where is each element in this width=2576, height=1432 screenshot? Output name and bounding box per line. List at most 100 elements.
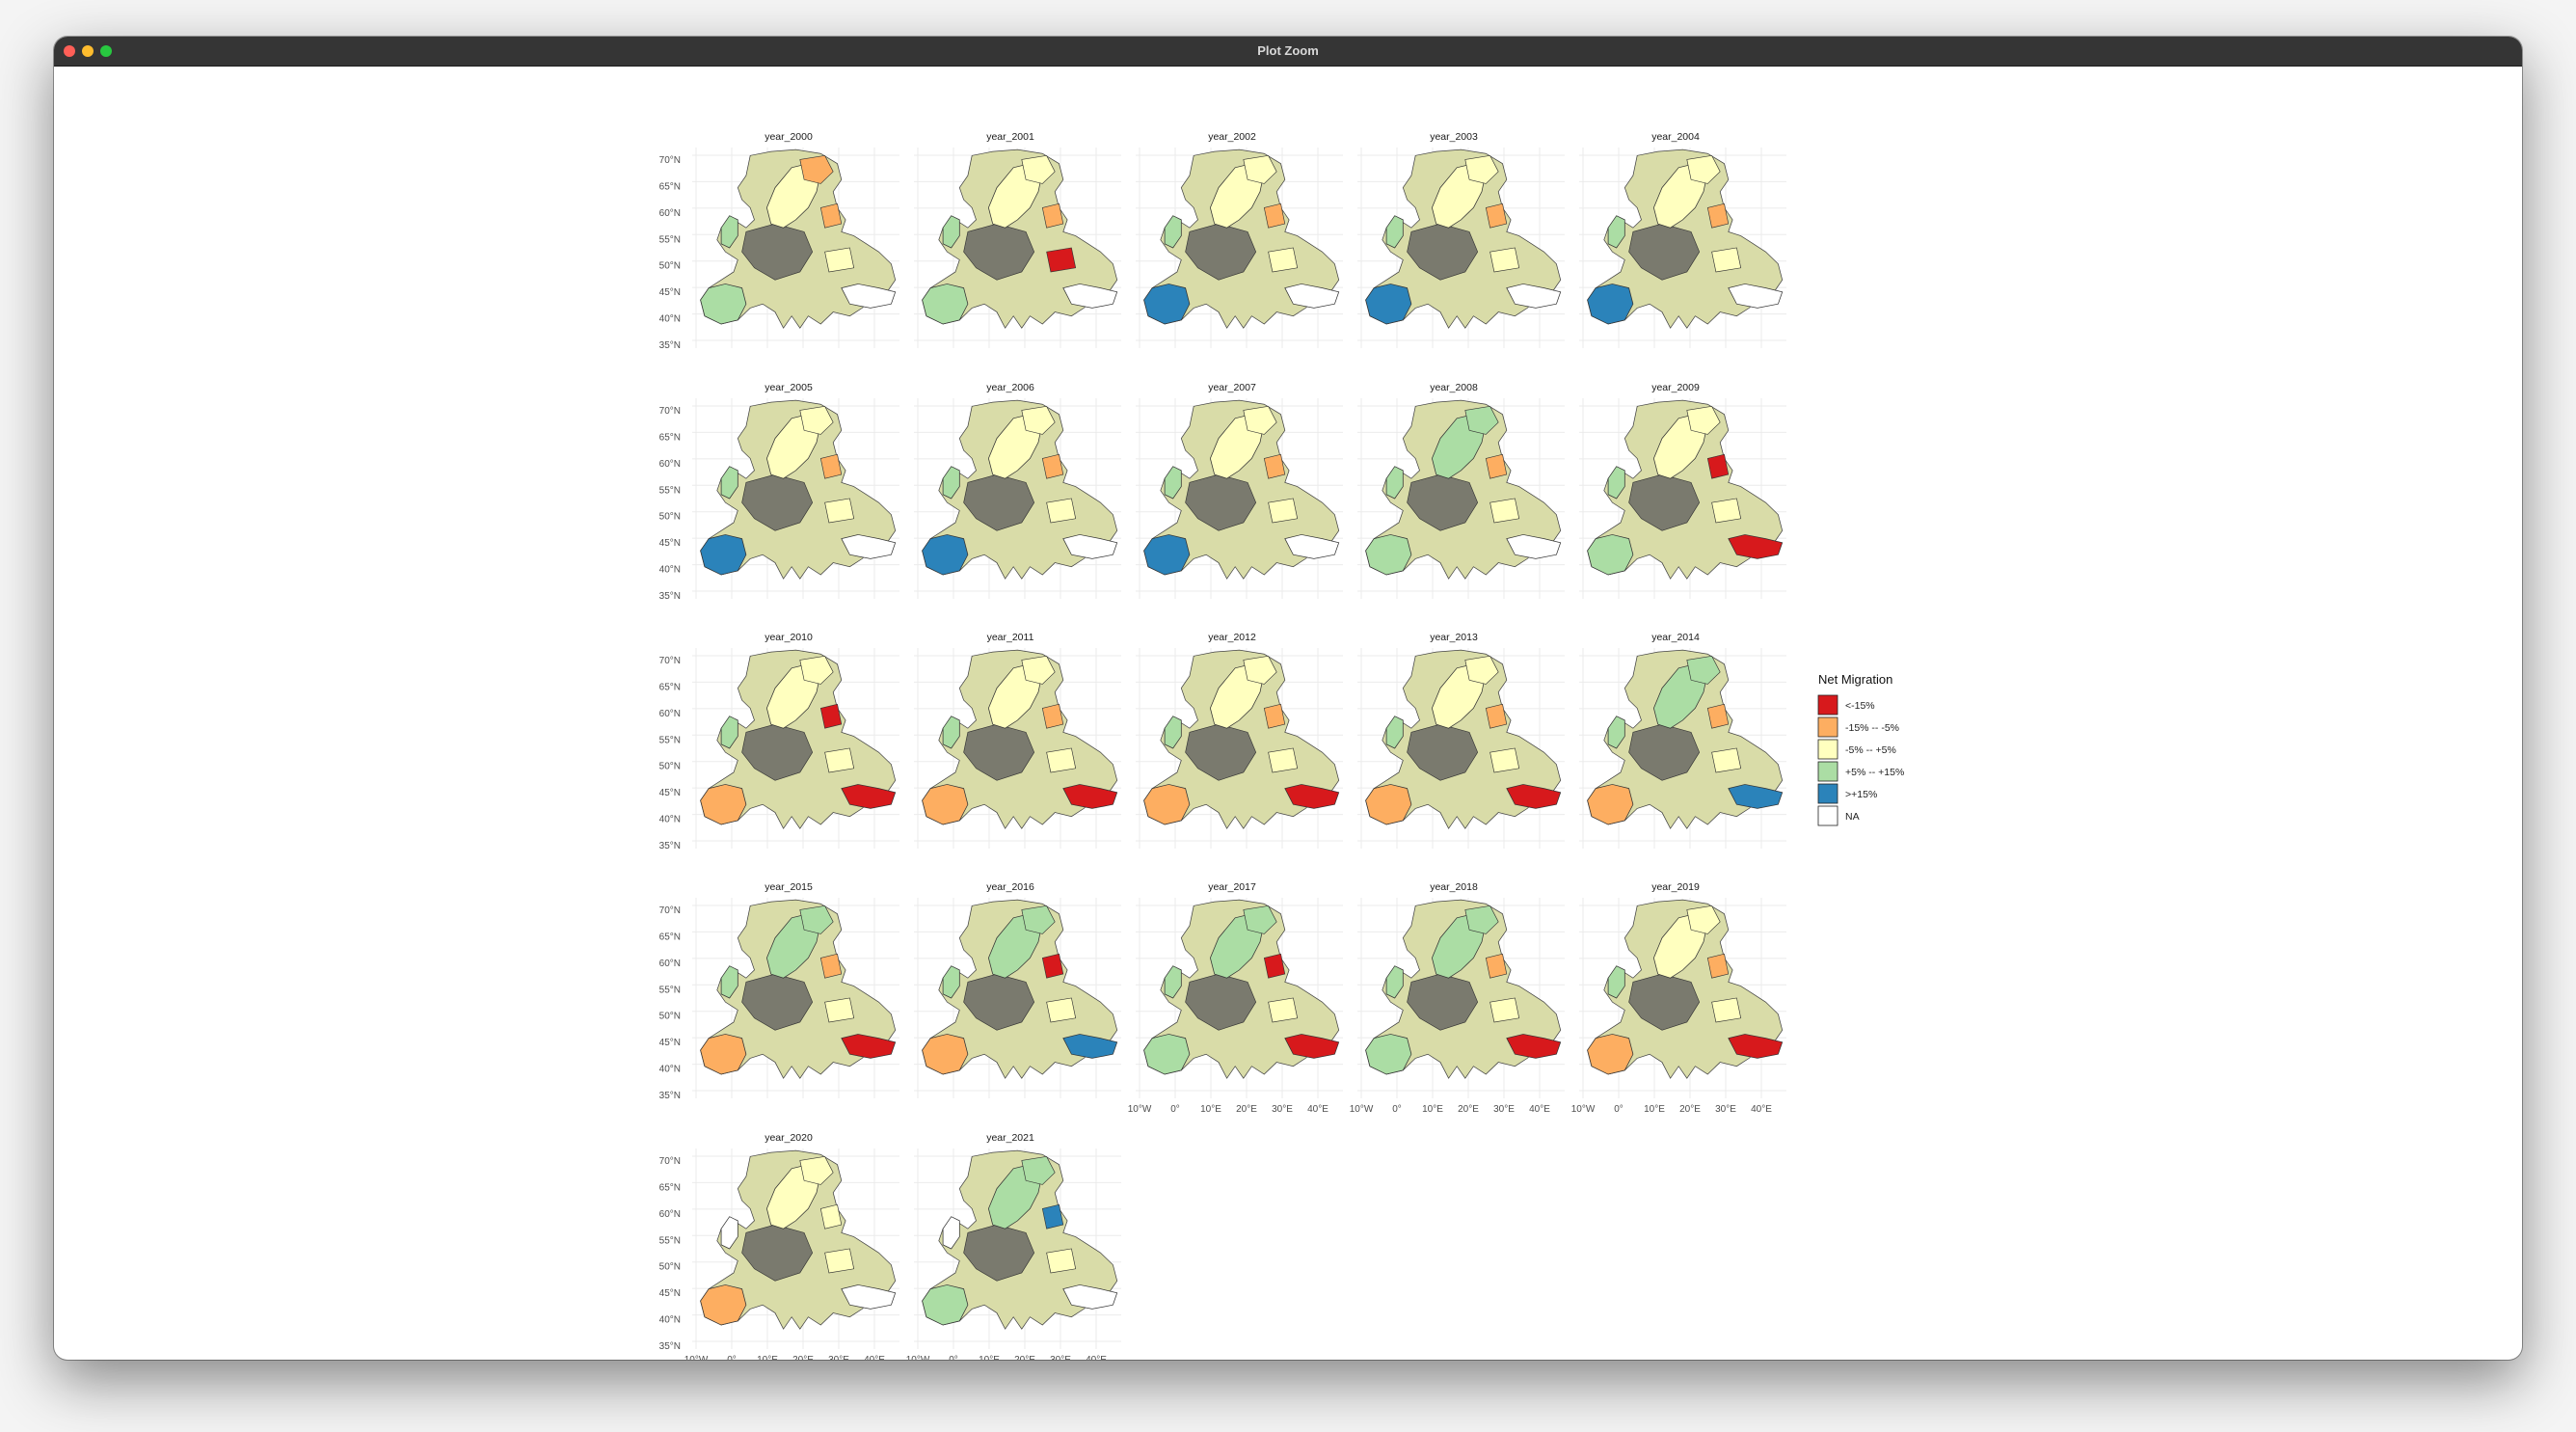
x-tick-label: 10°W [684, 1355, 709, 1360]
region-finland [1021, 905, 1056, 934]
region-iberia [922, 784, 969, 825]
region-turkey [1728, 784, 1784, 809]
x-tick-label: 10°E [1200, 1104, 1221, 1115]
region-finland [1686, 405, 1721, 435]
x-tick-label: 20°E [1458, 1104, 1479, 1115]
region-uk [942, 215, 960, 249]
panel-title: year_2006 [986, 382, 1034, 393]
region-uk [942, 466, 960, 500]
region-baltics [1041, 203, 1064, 229]
region-iberia [922, 284, 969, 325]
x-tick-label: 10°W [1350, 1104, 1374, 1115]
y-tick-label: 50°N [659, 512, 681, 523]
map-panel: year_2013 [1357, 632, 1565, 849]
region-uk [1607, 215, 1625, 249]
panel-title: year_2003 [1430, 131, 1478, 143]
region-iberia [922, 534, 969, 576]
x-tick-label: 10°W [1128, 1104, 1152, 1115]
region-iberia [1143, 534, 1191, 576]
region-iberia [1143, 284, 1191, 325]
close-window-button[interactable] [64, 45, 75, 57]
europe-map [700, 399, 897, 580]
region-turkey [1062, 1034, 1118, 1059]
panel-title: year_2014 [1651, 632, 1700, 643]
region-baltics [1041, 953, 1064, 979]
region-baltics [819, 953, 843, 979]
title-bar[interactable]: Plot Zoom [54, 37, 2522, 67]
map-panel: year_2006 [914, 382, 1121, 599]
region-finland [799, 905, 834, 934]
map-panel: year_2009 [1579, 382, 1786, 599]
region-turkey [1728, 1034, 1784, 1059]
panel-title: year_2013 [1430, 632, 1478, 643]
region-finland [799, 154, 834, 184]
region-romania [824, 247, 855, 273]
region-uk [720, 716, 738, 749]
europe-map [1143, 399, 1340, 580]
europe-map [922, 399, 1118, 580]
x-tick-label: 30°E [1715, 1104, 1736, 1115]
panel-title: year_2017 [1208, 881, 1256, 893]
region-baltics [1263, 953, 1286, 979]
map-panel: year_2017 [1136, 881, 1343, 1098]
region-finland [799, 1155, 834, 1185]
region-baltics [1485, 203, 1508, 229]
y-tick-label: 65°N [659, 682, 681, 692]
y-tick-label: 65°N [659, 181, 681, 192]
legend-swatch [1817, 761, 1838, 782]
region-uk [1164, 716, 1182, 749]
region-finland [799, 655, 834, 685]
minimize-window-button[interactable] [82, 45, 94, 57]
region-finland [1243, 905, 1277, 934]
y-tick-label: 50°N [659, 261, 681, 272]
y-tick-label: 50°N [659, 1262, 681, 1273]
region-baltics [1041, 1203, 1064, 1229]
y-tick-label: 70°N [659, 656, 681, 666]
region-turkey [841, 1034, 897, 1059]
panel-title: year_2016 [986, 881, 1034, 893]
region-baltics [1706, 203, 1730, 229]
region-romania [1046, 747, 1077, 773]
region-uk [1607, 965, 1625, 999]
europe-map [1587, 149, 1784, 329]
panel-title: year_2010 [765, 632, 813, 643]
y-tick-label: 55°N [659, 735, 681, 745]
region-uk [1164, 466, 1182, 500]
region-finland [1686, 154, 1721, 184]
y-tick-label: 40°N [659, 1315, 681, 1326]
region-baltics [1485, 453, 1508, 479]
plot-area: year_2000 year_2001 year_2002 year_2003 year… [54, 67, 2522, 1360]
map-panel: year_2014 [1579, 632, 1786, 849]
map-panel: year_2020 [692, 1132, 899, 1349]
region-iberia [1365, 1034, 1412, 1075]
x-tick-label: 20°E [792, 1355, 814, 1360]
panel-title: year_2018 [1430, 881, 1478, 893]
region-baltics [1041, 453, 1064, 479]
y-tick-label: 55°N [659, 485, 681, 496]
region-finland [1021, 1155, 1056, 1185]
region-baltics [819, 203, 843, 229]
maximize-window-button[interactable] [100, 45, 112, 57]
europe-map [1143, 899, 1340, 1079]
map-panel: year_2003 [1357, 131, 1565, 348]
x-tick-label: 10°E [1644, 1104, 1665, 1115]
region-iberia [1587, 284, 1634, 325]
region-baltics [1041, 703, 1064, 729]
x-tick-label: 40°E [1307, 1104, 1328, 1115]
map-panel: year_2012 [1136, 632, 1343, 849]
legend-title: Net Migration [1818, 672, 1892, 687]
y-tick-label: 60°N [659, 709, 681, 719]
y-tick-label: 45°N [659, 287, 681, 298]
region-romania [1046, 1248, 1077, 1274]
x-tick-label: 0° [1170, 1104, 1180, 1115]
region-iberia [1587, 1034, 1634, 1075]
y-tick-label: 60°N [659, 459, 681, 470]
region-romania [1489, 498, 1520, 524]
region-romania [1489, 247, 1520, 273]
y-tick-label: 50°N [659, 1012, 681, 1022]
x-tick-label: 40°E [1086, 1355, 1107, 1360]
europe-map [1143, 149, 1340, 329]
region-uk [720, 466, 738, 500]
region-finland [1464, 905, 1499, 934]
region-romania [1268, 247, 1299, 273]
